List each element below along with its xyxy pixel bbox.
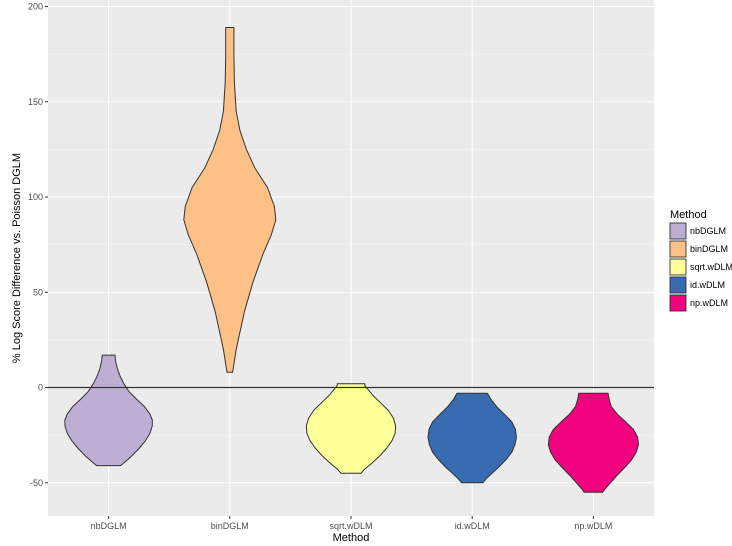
x-tick-label: nbDGLM <box>91 521 127 531</box>
y-tick-label: 200 <box>28 2 43 12</box>
y-tick-label: 50 <box>33 287 43 297</box>
violin-id.wDLM <box>427 392 517 484</box>
violin-binDGLM <box>183 27 277 373</box>
violin-sqrt.wDLM <box>305 383 397 474</box>
violins <box>64 27 639 493</box>
x-tick-label: binDGLM <box>211 521 249 531</box>
legend-key-sqrt.wDLM <box>669 258 687 276</box>
x-axis-title: Method <box>333 532 370 544</box>
legend-title: Method <box>670 209 707 221</box>
legend-label: np.wDLM <box>690 298 728 308</box>
violin-np.wDLM <box>547 392 639 493</box>
x-axis-ticks: nbDGLM binDGLM sqrt.wDLM id.wDLM np.wDLM <box>91 516 612 531</box>
legend-label: binDGLM <box>690 244 728 254</box>
y-tick-label: -50 <box>30 478 43 488</box>
x-tick-label: id.wDLM <box>455 521 490 531</box>
legend-key-np.wDLM <box>669 294 687 312</box>
legend-label: id.wDLM <box>690 280 725 290</box>
y-axis-title: % Log Score Difference vs. Poisson DGLM <box>11 153 23 363</box>
legend-label: nbDGLM <box>690 226 726 236</box>
major-gridlines <box>48 0 654 516</box>
legend-label: sqrt.wDLM <box>690 262 732 272</box>
legend-key-binDGLM <box>669 240 687 258</box>
violin-nbDGLM <box>64 354 153 467</box>
legend-key-id.wDLM <box>669 276 687 294</box>
y-axis-ticks: -50 0 50 100 150 200 <box>28 2 48 488</box>
y-tick-label: 150 <box>28 97 43 107</box>
legend-key-nbDGLM <box>669 222 687 240</box>
y-tick-label: 0 <box>38 383 43 393</box>
x-tick-label: sqrt.wDLM <box>329 521 372 531</box>
legend: Method nbDGLM binDGLM sqrt.wDLM id.wDLM np.w… <box>669 209 732 312</box>
y-tick-label: 100 <box>28 192 43 202</box>
x-tick-label: np.wDLM <box>574 521 612 531</box>
